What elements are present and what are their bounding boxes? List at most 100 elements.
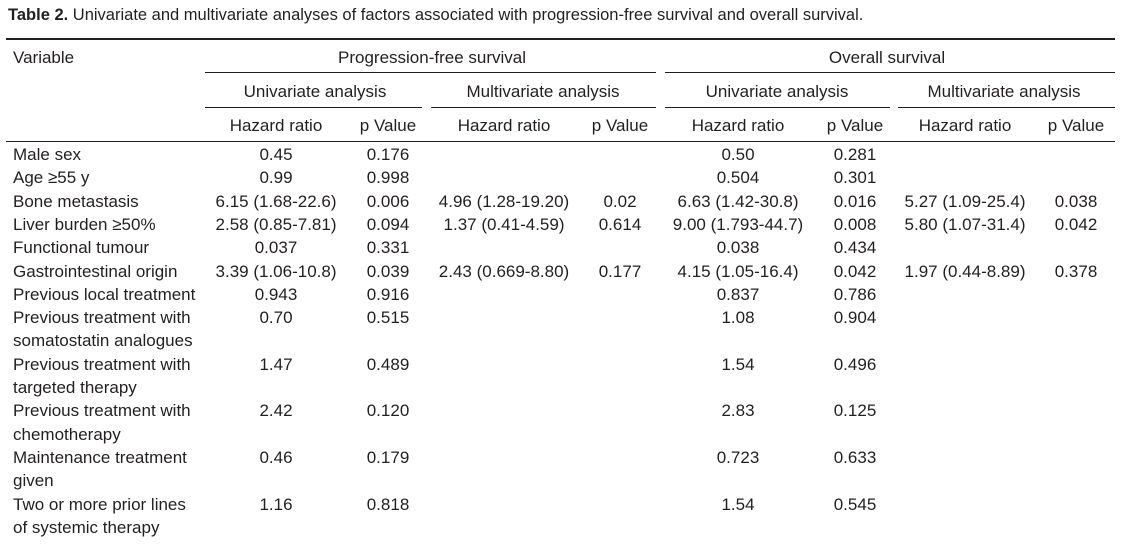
p-value-cell: 0.038 xyxy=(1054,191,1098,211)
variable-label-line: given xyxy=(13,471,54,491)
hazard-ratio-cell: 6.15 (1.68-22.6) xyxy=(215,191,337,211)
p-value-cell: 0.998 xyxy=(366,168,410,188)
header-pfs: Progression-free survival xyxy=(337,48,527,67)
hazard-ratio-cell: 0.038 xyxy=(716,238,760,258)
variable-label-line: chemotherapy xyxy=(13,424,121,444)
p-value-cell: 0.120 xyxy=(366,401,410,421)
table-row-variable: Gastrointestinal origin xyxy=(13,260,177,283)
header-p-2: p Value xyxy=(591,116,649,135)
p-value-cell: 0.281 xyxy=(833,145,877,164)
hazard-ratio-cell: 0.70 xyxy=(259,308,293,328)
p-value-cell: 0.016 xyxy=(833,191,877,211)
p-value-cell: 0.042 xyxy=(833,261,877,281)
p-value-cell: 0.125 xyxy=(833,401,877,421)
hazard-ratio-cell: 0.99 xyxy=(259,168,293,188)
header-os: Overall survival xyxy=(828,48,946,67)
table-row-variable: Liver burden ≥50% xyxy=(13,213,156,236)
p-value-cell: 0.094 xyxy=(366,214,410,234)
p-value-cell: 0.006 xyxy=(366,191,410,211)
variable-label-line: Previous treatment with xyxy=(13,308,191,328)
p-value-cell: 0.515 xyxy=(366,308,410,328)
table-row-variable: Male sex xyxy=(13,143,81,166)
p-value-cell: 0.039 xyxy=(366,261,410,281)
p-value-cell: 0.434 xyxy=(833,238,877,258)
os-multivariate-rule xyxy=(898,107,1115,108)
table-row-variable: Previous treatment with targeted therapy xyxy=(13,353,191,400)
p-value-cell: 0.904 xyxy=(833,308,877,328)
caption-text: Univariate and multivariate analyses of … xyxy=(68,6,864,24)
p-value-cell: 0.916 xyxy=(366,284,410,304)
pfs-group-rule xyxy=(205,72,656,73)
header-bottom-rule xyxy=(6,141,1115,142)
header-hr-1: Hazard ratio xyxy=(229,116,323,135)
os-group-rule xyxy=(665,72,1115,73)
header-pfs-univariate: Univariate analysis xyxy=(243,82,387,101)
hazard-ratio-cell: 0.723 xyxy=(716,447,760,467)
header-variable: Variable xyxy=(13,48,75,67)
table-row-variable: Previous local treatment xyxy=(13,283,195,306)
p-value-cell: 0.179 xyxy=(366,447,410,467)
hazard-ratio-cell: 1.54 xyxy=(721,494,755,514)
table-row-variable: Two or more prior lines of systemic thera… xyxy=(13,493,186,540)
hazard-ratio-cell: 1.54 xyxy=(721,354,755,374)
p-value-cell: 0.786 xyxy=(833,284,877,304)
header-p-3: p Value xyxy=(826,116,884,135)
hazard-ratio-cell: 2.43 (0.669-8.80) xyxy=(438,261,570,281)
hazard-ratio-cell: 1.16 xyxy=(259,494,293,514)
hazard-ratio-cell: 1.37 (0.41-4.59) xyxy=(443,214,565,234)
p-value-cell: 0.633 xyxy=(833,447,877,467)
caption-label: Table 2. xyxy=(8,6,69,24)
p-value-cell: 0.176 xyxy=(366,145,410,164)
variable-label-line: Previous treatment with xyxy=(13,401,191,421)
p-value-cell: 0.008 xyxy=(833,214,877,234)
table-row-variable: Maintenance treatment given xyxy=(13,446,187,493)
header-os-univariate: Univariate analysis xyxy=(705,82,849,101)
variable-label-line: Maintenance treatment xyxy=(13,447,187,467)
hazard-ratio-cell: 9.00 (1.793-44.7) xyxy=(672,214,804,234)
hazard-ratio-cell: 1.08 xyxy=(721,308,755,328)
hazard-ratio-cell: 2.83 xyxy=(721,401,755,421)
header-hr-3: Hazard ratio xyxy=(691,116,785,135)
variable-label-line: Previous treatment with xyxy=(13,354,191,374)
variable-label-line: Male sex xyxy=(13,145,82,164)
table-row-variable: Functional tumour xyxy=(13,236,149,259)
variable-label-line: Two or more prior lines xyxy=(13,494,186,514)
table-row-variable: Age ≥55 y xyxy=(13,166,89,189)
variable-label-line: Liver burden ≥50% xyxy=(13,214,156,234)
p-value-cell: 0.301 xyxy=(833,168,877,188)
hazard-ratio-cell: 2.42 xyxy=(259,401,293,421)
p-value-cell: 0.02 xyxy=(603,191,637,211)
variable-label-line: Gastrointestinal origin xyxy=(13,261,178,281)
p-value-cell: 0.489 xyxy=(366,354,410,374)
hazard-ratio-cell: 0.46 xyxy=(259,447,293,467)
variable-label-line: Age ≥55 y xyxy=(13,168,90,188)
variable-label-line: targeted therapy xyxy=(13,377,137,397)
table-row-variable: Bone metastasis xyxy=(13,190,139,213)
p-value-cell: 0.177 xyxy=(598,261,642,281)
variable-label-line: Functional tumour xyxy=(13,238,150,258)
header-p-1: p Value xyxy=(359,116,417,135)
hazard-ratio-cell: 0.037 xyxy=(254,238,298,258)
table-row-variable: Previous treatment with chemotherapy xyxy=(13,399,191,446)
hazard-ratio-cell: 5.27 (1.09-25.4) xyxy=(904,191,1026,211)
p-value-cell: 0.818 xyxy=(366,494,410,514)
hazard-ratio-cell: 6.63 (1.42-30.8) xyxy=(677,191,799,211)
p-value-cell: 0.545 xyxy=(833,494,877,514)
pfs-univariate-rule xyxy=(205,107,422,108)
p-value-cell: 0.496 xyxy=(833,354,877,374)
os-univariate-rule xyxy=(665,107,890,108)
variable-label-line: somatostatin analogues xyxy=(13,331,193,351)
hazard-ratio-cell: 3.39 (1.06-10.8) xyxy=(215,261,337,281)
hazard-ratio-cell: 0.943 xyxy=(254,284,298,304)
hazard-ratio-cell: 0.45 xyxy=(259,145,293,164)
variable-label-line: Previous local treatment xyxy=(13,284,196,304)
variable-label-line: of systemic therapy xyxy=(13,517,160,537)
variable-label-line: Bone metastasis xyxy=(13,191,139,211)
hazard-ratio-cell: 0.50 xyxy=(721,145,755,164)
header-os-multivariate: Multivariate analysis xyxy=(927,82,1081,101)
header-p-4: p Value xyxy=(1047,116,1105,135)
p-value-cell: 0.331 xyxy=(366,238,410,258)
hazard-ratio-cell: 2.58 (0.85-7.81) xyxy=(215,214,337,234)
header-hr-4: Hazard ratio xyxy=(918,116,1012,135)
hazard-ratio-cell: 1.97 (0.44-8.89) xyxy=(904,261,1026,281)
